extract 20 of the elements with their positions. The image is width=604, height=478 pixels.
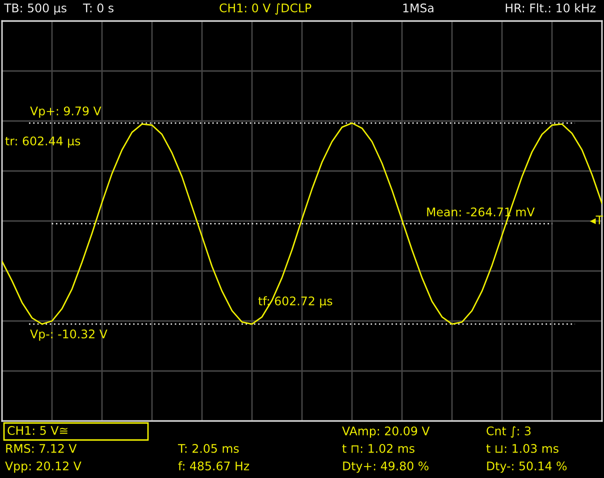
text: Cnt ∫: 3 [486, 426, 531, 438]
text: f: 485.67 Hz [178, 461, 250, 470]
text: VAmp: 20.09 V [342, 426, 430, 438]
text: RMS: 7.12 V [6, 444, 77, 453]
text: Vpp: 20.12 V [5, 461, 82, 473]
text: TB: 500 µs [4, 3, 66, 15]
text: Dty+: 49.80 % [343, 461, 428, 473]
text: Vp+: 9.79 V [30, 106, 102, 118]
text: CH1: 0 V ∫DCLP [220, 3, 312, 15]
text: Vp-: -10.32 V [30, 329, 108, 341]
text: Dty-: 50.14 % [487, 461, 567, 473]
text: T: 0 s [82, 3, 114, 12]
text: CH1: 5 V≅ [8, 426, 68, 435]
text: t ⊓: 1.02 ms [342, 444, 414, 453]
text: HR: Flt.: 10 kHz [506, 3, 596, 12]
text: 1MSa [403, 3, 434, 12]
text: T: 2.05 ms [178, 444, 239, 453]
annotation: tr: 602.44 µs [5, 136, 80, 148]
annotation: tf: 602.72 µs [258, 296, 332, 308]
text: t ⊔: 1.03 ms [486, 444, 558, 453]
